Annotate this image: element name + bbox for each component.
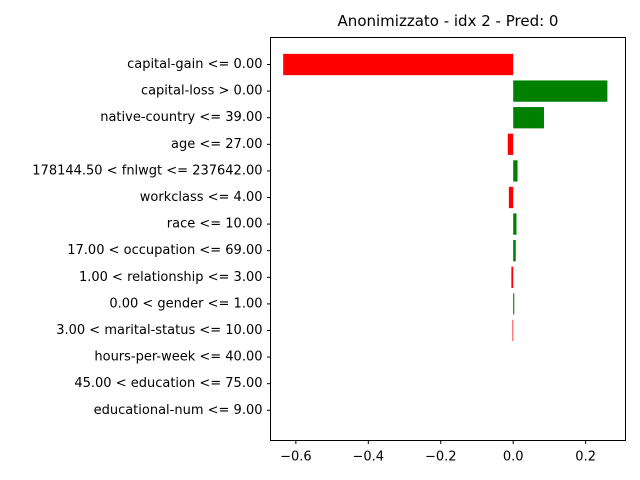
- x-tick-label-0: −0.6: [280, 450, 312, 465]
- x-tick-label-1: −0.4: [353, 450, 385, 465]
- bar-4: [513, 160, 518, 182]
- bars-layer: [283, 53, 608, 342]
- chart-title: Anonimizzato - idx 2 - Pred: 0: [338, 12, 559, 30]
- y-tick-label-7: 17.00 < occupation <= 69.00: [67, 243, 262, 258]
- y-tick-label-5: workclass <= 4.00: [140, 190, 263, 205]
- y-tick-label-3: age <= 27.00: [171, 137, 262, 152]
- bar-5: [508, 186, 514, 209]
- y-tick-label-13: educational-num <= 9.00: [94, 403, 263, 418]
- bar-2: [513, 107, 544, 129]
- bar-1: [513, 80, 608, 102]
- bar-6: [513, 213, 517, 235]
- bar-9: [513, 293, 515, 315]
- bar-8: [511, 266, 514, 288]
- bar-7: [513, 240, 516, 262]
- x-tick-label-3: 0.0: [503, 450, 524, 465]
- y-tick-label-9: 0.00 < gender <= 1.00: [109, 296, 262, 311]
- y-tick-label-0: capital-gain <= 0.00: [127, 57, 262, 72]
- x-tick-label-4: 0.2: [575, 450, 596, 465]
- y-tick-label-1: capital-loss > 0.00: [141, 84, 263, 99]
- y-tick-label-8: 1.00 < relationship <= 3.00: [79, 270, 263, 285]
- y-tick-label-11: hours-per-week <= 40.00: [94, 350, 262, 365]
- plot-frame: [270, 37, 626, 441]
- y-tick-label-2: native-country <= 39.00: [100, 110, 262, 125]
- bar-3: [507, 133, 514, 155]
- y-tick-label-4: 178144.50 < fnlwgt <= 237642.00: [32, 163, 262, 178]
- bar-10: [512, 319, 514, 342]
- y-tick-label-10: 3.00 < marital-status <= 10.00: [56, 323, 262, 338]
- x-tick-label-2: −0.2: [425, 450, 457, 465]
- bar-0: [283, 53, 514, 76]
- y-tick-label-12: 45.00 < education <= 75.00: [74, 376, 262, 391]
- y-tick-labels: capital-gain <= 0.00 capital-loss > 0.00 n…: [32, 57, 271, 418]
- x-tick-labels: −0.6 −0.4 −0.2 0.0 0.2: [280, 440, 596, 465]
- y-tick-label-6: race <= 10.00: [167, 217, 263, 232]
